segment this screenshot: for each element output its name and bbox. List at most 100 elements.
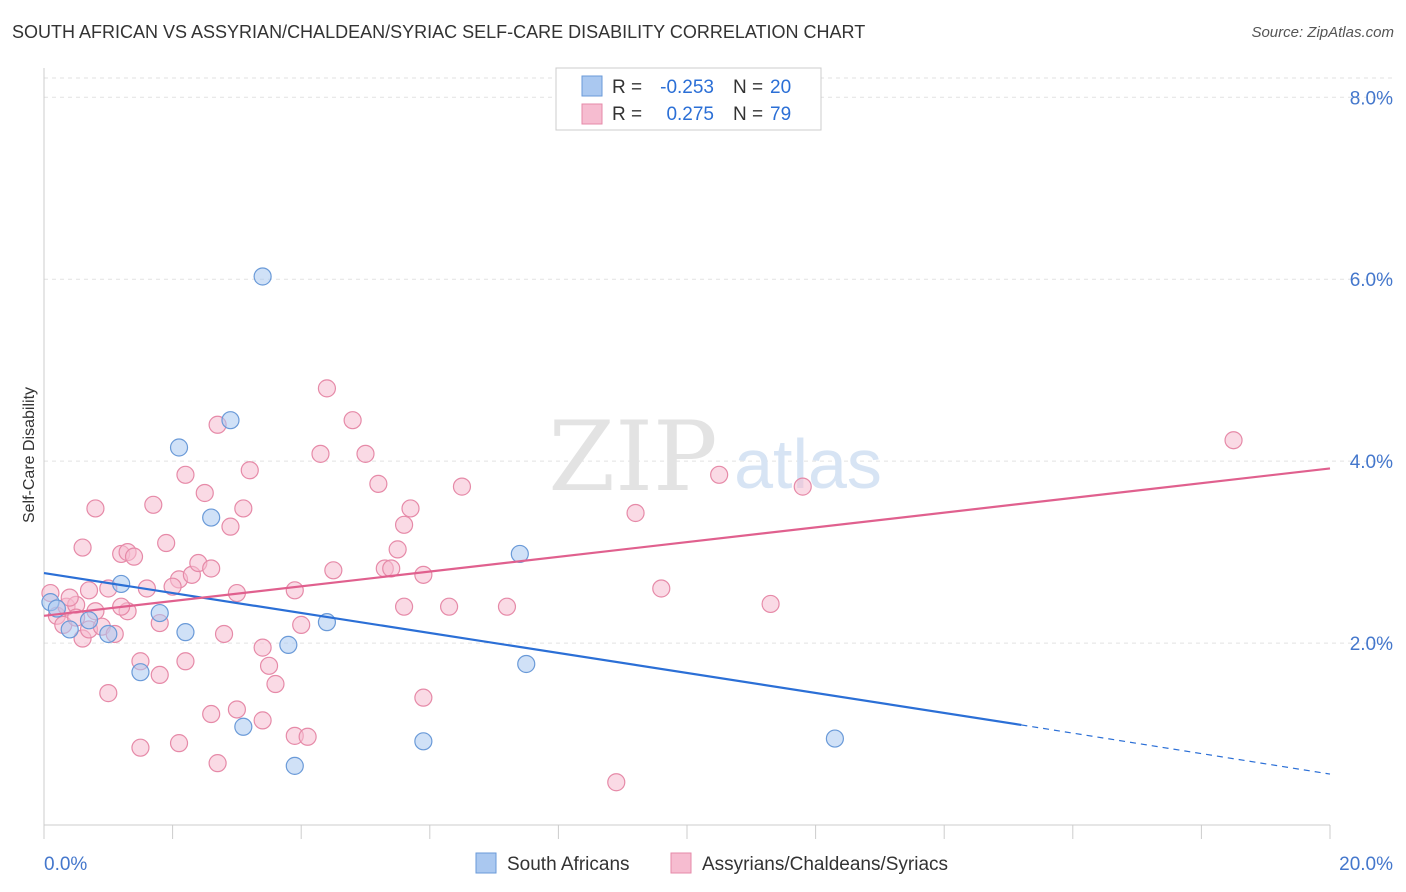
series-south-africans-points <box>41 267 844 775</box>
stats-legend: R = -0.253 N = 20 R = 0.275 N = 79 <box>555 67 822 131</box>
x-tick-label-min: 0.0% <box>44 854 87 875</box>
legend-label-south-africans: South Africans <box>507 854 630 875</box>
stats-n-label-2: N = <box>733 104 763 125</box>
south-africans-point-4 <box>99 624 118 644</box>
assyrians-point-34 <box>202 704 221 724</box>
tick-labels: 2.0% 4.0% 6.0% 8.0% 0.0% 20.0% <box>44 88 1393 875</box>
watermark: ZIP atlas <box>548 401 882 513</box>
assyrians-point-60 <box>401 499 420 518</box>
axes <box>43 68 1331 839</box>
y-tick-label-2: 6.0% <box>1350 270 1393 291</box>
assyrians-point-43 <box>253 711 272 730</box>
south-africans-point-18 <box>510 544 529 564</box>
trend-line-south-africans-extrapolated <box>1021 724 1331 775</box>
south-africans-point-10 <box>202 508 221 527</box>
assyrians-point-68 <box>652 579 671 598</box>
south-africans-point-19 <box>517 654 536 674</box>
assyrians-point-54 <box>369 474 388 493</box>
assyrians-point-44 <box>259 656 279 675</box>
assyrians-point-38 <box>221 517 240 536</box>
trend-lines <box>43 467 1331 775</box>
y-axis-label: Self-Care Disability <box>21 387 38 523</box>
assyrians-point-51 <box>324 561 343 580</box>
assyrians-point-61 <box>414 565 433 584</box>
assyrians-point-39 <box>227 700 246 719</box>
source-credit: Source: ZipAtlas.com <box>1251 24 1394 41</box>
assyrians-point-48 <box>298 727 317 746</box>
assyrians-point-78 <box>60 588 79 607</box>
south-africans-point-17 <box>414 732 433 751</box>
stats-r-label-1: R = <box>612 77 642 98</box>
legend-swatch-assyrians <box>670 852 692 874</box>
series-legend: South Africans Assyrians/Chaldeans/Syria… <box>475 852 948 875</box>
assyrians-point-9 <box>73 538 92 557</box>
south-africans-point-8 <box>169 438 189 457</box>
stats-n-value-2: 79 <box>770 104 791 125</box>
stats-r-value-1: -0.253 <box>660 77 714 98</box>
assyrians-point-37 <box>214 624 234 644</box>
stats-n-value-1: 20 <box>770 77 791 98</box>
assyrians-point-41 <box>240 461 259 480</box>
assyrians-point-53 <box>356 444 375 463</box>
south-africans-point-12 <box>234 717 253 736</box>
assyrians-point-11 <box>86 499 105 518</box>
assyrians-point-50 <box>317 379 337 398</box>
south-africans-point-13 <box>253 267 272 286</box>
south-africans-point-2 <box>60 620 79 639</box>
assyrians-point-32 <box>195 483 214 503</box>
south-africans-point-20 <box>825 729 844 748</box>
y-tick-label-1: 4.0% <box>1350 452 1393 473</box>
stats-r-value-2: 0.275 <box>666 104 714 125</box>
assyrians-point-28 <box>176 652 195 671</box>
x-tick-label-max: 20.0% <box>1339 854 1393 875</box>
assyrians-point-40 <box>234 499 253 518</box>
south-africans-point-7 <box>150 603 169 623</box>
assyrians-point-24 <box>157 533 176 553</box>
assyrians-point-33 <box>202 559 221 578</box>
assyrians-point-70 <box>761 594 780 614</box>
gridlines <box>44 77 1392 644</box>
assyrians-point-14 <box>99 684 118 703</box>
assyrians-point-71 <box>793 477 812 496</box>
assyrians-point-27 <box>169 734 189 753</box>
assyrians-point-64 <box>452 477 472 496</box>
assyrians-point-65 <box>497 597 517 616</box>
south-africans-point-6 <box>131 663 150 682</box>
assyrians-point-66 <box>607 773 626 792</box>
legend-label-assyrians: Assyrians/Chaldeans/Syriacs <box>702 854 948 875</box>
assyrians-point-62 <box>414 688 433 707</box>
assyrians-point-59 <box>394 597 414 616</box>
y-tick-label-3: 8.0% <box>1350 88 1393 109</box>
trend-line-south-africans <box>43 571 1022 727</box>
stats-legend-swatch-blue <box>581 75 603 97</box>
assyrians-point-25 <box>131 738 150 757</box>
y-tick-label-0: 2.0% <box>1350 634 1393 655</box>
assyrians-point-72 <box>1224 431 1243 450</box>
assyrians-point-52 <box>343 411 362 430</box>
south-africans-point-9 <box>176 623 195 642</box>
assyrians-point-35 <box>208 754 227 773</box>
stats-r-label-2: R = <box>612 104 642 125</box>
south-africans-point-3 <box>79 611 99 630</box>
assyrians-point-18 <box>124 547 144 566</box>
trend-line-assyrians <box>43 467 1331 617</box>
south-africans-point-11 <box>221 411 240 430</box>
assyrians-point-45 <box>266 674 285 694</box>
chart-title: SOUTH AFRICAN VS ASSYRIAN/CHALDEAN/SYRIA… <box>12 22 866 42</box>
assyrians-point-22 <box>150 665 169 685</box>
assyrians-point-21 <box>144 495 163 514</box>
south-africans-point-14 <box>279 635 298 654</box>
assyrians-point-57 <box>388 540 407 559</box>
assyrians-point-42 <box>253 638 272 657</box>
assyrians-point-58 <box>394 515 414 534</box>
assyrians-point-67 <box>626 503 645 523</box>
assyrians-point-69 <box>710 465 729 484</box>
watermark-zip: ZIP <box>548 401 717 513</box>
assyrians-point-10 <box>79 581 99 600</box>
assyrians-point-47 <box>285 581 304 600</box>
series-assyrians-points <box>41 379 1243 792</box>
assyrians-point-77 <box>292 615 311 634</box>
south-africans-point-15 <box>285 756 304 775</box>
assyrians-point-63 <box>439 597 459 616</box>
